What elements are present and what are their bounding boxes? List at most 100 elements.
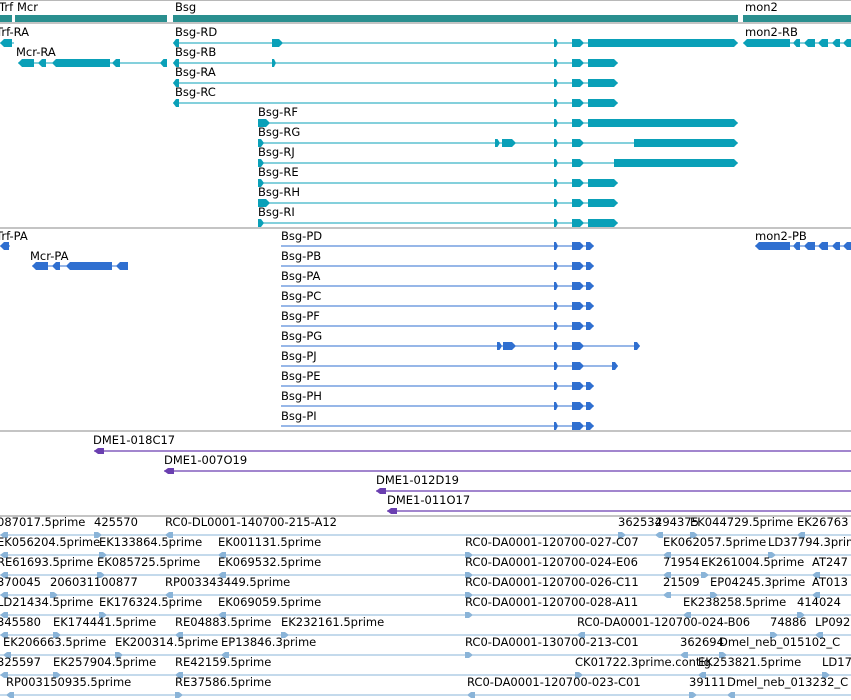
protein-exon[interactable] — [572, 382, 584, 390]
protein-exon[interactable] — [554, 422, 558, 430]
protein-exon[interactable] — [572, 362, 584, 370]
protein-exon[interactable] — [586, 422, 594, 430]
protein-exon[interactable] — [503, 342, 516, 350]
transcript-exon[interactable] — [495, 139, 500, 147]
transcript-exon[interactable] — [258, 199, 270, 207]
protein-exon[interactable] — [804, 242, 815, 250]
transcript-exon[interactable] — [18, 59, 34, 67]
est-feature[interactable] — [165, 592, 173, 598]
transcript-exon[interactable] — [173, 39, 179, 47]
est-feature[interactable] — [710, 592, 718, 598]
est-feature[interactable] — [3, 652, 11, 658]
transcript-exon[interactable] — [554, 79, 558, 87]
est-feature[interactable] — [575, 672, 583, 678]
est-feature[interactable] — [770, 632, 778, 638]
transcript-exon[interactable] — [572, 159, 584, 167]
est-feature[interactable] — [698, 672, 706, 678]
transcript-exon[interactable] — [502, 139, 516, 147]
transcript-exon[interactable] — [572, 119, 584, 127]
transcript-exon[interactable] — [272, 39, 283, 47]
transcript-exon[interactable] — [743, 39, 790, 47]
est-feature[interactable] — [53, 672, 61, 678]
est-feature[interactable] — [465, 552, 473, 558]
protein-exon[interactable] — [32, 262, 48, 270]
protein-exon[interactable] — [572, 402, 584, 410]
est-feature[interactable] — [701, 572, 709, 578]
transcript-exon[interactable] — [572, 179, 584, 187]
est-feature[interactable] — [0, 592, 8, 598]
est-feature[interactable] — [465, 572, 473, 578]
protein-exon[interactable] — [634, 342, 640, 350]
protein-exon[interactable] — [843, 242, 851, 250]
transcript-exon[interactable] — [588, 119, 738, 127]
gene-bar[interactable] — [743, 15, 851, 22]
transcript-exon[interactable] — [173, 79, 179, 87]
transcript-exon[interactable] — [818, 39, 828, 47]
transcript-exon[interactable] — [173, 59, 179, 67]
protein-exon[interactable] — [554, 382, 558, 390]
protein-exon[interactable] — [586, 322, 594, 330]
est-feature[interactable] — [0, 612, 8, 618]
est-feature[interactable] — [115, 652, 123, 658]
protein-exon[interactable] — [554, 242, 558, 250]
protein-exon[interactable] — [554, 302, 558, 310]
est-feature[interactable] — [0, 532, 8, 538]
est-feature[interactable] — [221, 652, 229, 658]
est-feature[interactable] — [680, 652, 688, 658]
protein-exon[interactable] — [66, 262, 112, 270]
est-feature[interactable] — [812, 572, 820, 578]
est-feature[interactable] — [50, 592, 58, 598]
bac-clone-end[interactable] — [94, 448, 104, 454]
transcript-exon[interactable] — [554, 179, 558, 187]
transcript-exon[interactable] — [554, 199, 558, 207]
gene-bar[interactable] — [15, 15, 167, 22]
transcript-exon[interactable] — [588, 199, 618, 207]
transcript-exon[interactable] — [572, 139, 584, 147]
est-feature[interactable] — [683, 612, 691, 618]
transcript-exon[interactable] — [258, 219, 264, 227]
protein-exon[interactable] — [572, 242, 584, 250]
transcript-exon[interactable] — [572, 219, 584, 227]
protein-exon[interactable] — [554, 362, 558, 370]
bac-clone-end[interactable] — [164, 468, 174, 474]
transcript-exon[interactable] — [554, 159, 558, 167]
transcript-exon[interactable] — [554, 119, 558, 127]
est-feature[interactable] — [727, 692, 735, 698]
transcript-exon[interactable] — [793, 39, 800, 47]
est-feature[interactable] — [768, 552, 776, 558]
transcript-exon[interactable] — [258, 119, 270, 127]
protein-exon[interactable] — [793, 242, 800, 250]
transcript-exon[interactable] — [554, 59, 558, 67]
transcript-exon[interactable] — [38, 59, 46, 67]
est-feature[interactable] — [0, 572, 8, 578]
est-feature[interactable] — [53, 632, 61, 638]
est-feature[interactable] — [0, 632, 8, 638]
protein-exon[interactable] — [586, 382, 594, 390]
est-feature[interactable] — [94, 532, 102, 538]
transcript-exon[interactable] — [112, 59, 120, 67]
est-feature[interactable] — [0, 672, 8, 678]
est-feature[interactable] — [175, 692, 183, 698]
protein-exon[interactable] — [572, 262, 584, 270]
est-feature[interactable] — [663, 592, 671, 598]
transcript-exon[interactable] — [258, 139, 264, 147]
transcript-exon[interactable] — [804, 39, 815, 47]
est-feature[interactable] — [0, 552, 8, 558]
est-feature[interactable] — [618, 532, 626, 538]
transcript-exon[interactable] — [52, 59, 110, 67]
est-feature[interactable] — [465, 652, 473, 658]
protein-exon[interactable] — [572, 282, 584, 290]
protein-exon[interactable] — [116, 262, 128, 270]
transcript-exon[interactable] — [634, 139, 738, 147]
transcript-exon[interactable] — [160, 59, 167, 67]
protein-exon[interactable] — [755, 242, 790, 250]
protein-exon[interactable] — [832, 242, 840, 250]
protein-exon[interactable] — [554, 402, 558, 410]
protein-exon[interactable] — [554, 342, 558, 350]
transcript-exon[interactable] — [554, 99, 558, 107]
est-feature[interactable] — [97, 572, 105, 578]
est-feature[interactable] — [218, 572, 226, 578]
protein-exon[interactable] — [572, 422, 584, 430]
est-feature[interactable] — [218, 612, 226, 618]
protein-exon[interactable] — [572, 322, 584, 330]
